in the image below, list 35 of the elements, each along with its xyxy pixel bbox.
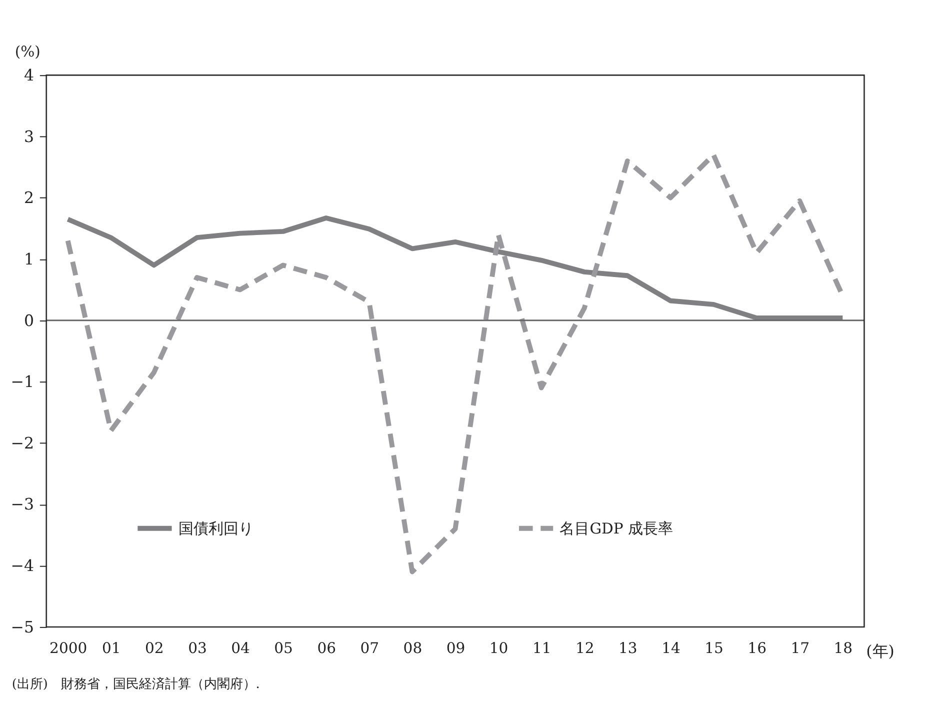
y-tick-label: −4 xyxy=(10,556,34,576)
x-tick-label: 03 xyxy=(188,640,207,658)
x-tick-label: 2000 xyxy=(50,640,88,658)
x-tick-label: 13 xyxy=(618,640,638,658)
x-tick-label: 10 xyxy=(489,640,508,658)
text: (出所) 財務省，国民経済計算（内閣府）. xyxy=(12,676,260,692)
y-tick-label: −5 xyxy=(10,617,34,636)
y-tick-label: 2 xyxy=(24,188,34,208)
legend-label: 国債利回り xyxy=(178,520,254,538)
x-tick-label: 06 xyxy=(317,640,336,658)
y-tick-label: 3 xyxy=(24,126,34,146)
x-tick-label: 15 xyxy=(704,640,724,658)
x-tick-label: 12 xyxy=(575,640,594,658)
x-tick-label: 18 xyxy=(834,640,853,658)
y-tick-label: −2 xyxy=(10,433,34,452)
legend-label: 名目GDP 成長率 xyxy=(560,520,673,538)
x-tick-label: 01 xyxy=(102,640,121,658)
x-tick-label: 07 xyxy=(360,640,380,658)
x-tick-label: 16 xyxy=(748,640,766,658)
x-tick-label: 05 xyxy=(274,640,293,658)
x-tick-label: 11 xyxy=(532,640,552,658)
x-tick-label: 17 xyxy=(790,640,810,658)
x-axis-title: (年) xyxy=(866,642,894,660)
y-tick-label: 4 xyxy=(24,66,34,85)
x-tick-label: 04 xyxy=(231,640,250,658)
x-tick-label: 09 xyxy=(446,640,466,658)
x-tick-label: 02 xyxy=(145,640,164,658)
line-series xyxy=(65,152,846,574)
x-tick-label: 08 xyxy=(403,640,422,658)
y-tick-label: −1 xyxy=(10,372,34,392)
y-tick-label: −3 xyxy=(10,494,34,514)
y-tick-label: 1 xyxy=(24,249,34,268)
x-tick-label: 14 xyxy=(662,640,680,658)
y-tick-label: 0 xyxy=(24,310,34,330)
y-axis-title: (%) xyxy=(14,43,40,60)
